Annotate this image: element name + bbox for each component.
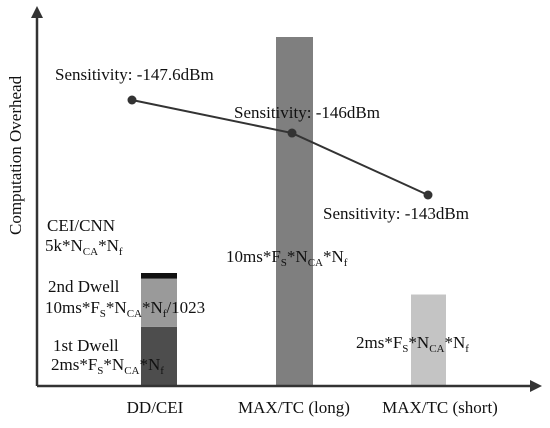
sensitivity-line-layer: [127, 95, 433, 200]
sensitivity-point-dd-cei: [127, 95, 137, 105]
sensitivity-point-max-tc-short: [423, 190, 433, 200]
bar-dd-cei-cei-cnn: [141, 273, 177, 279]
max-tc-short-formula: 2ms*FS*NCA*Nf: [356, 333, 469, 355]
bar-dd-cei-second-dwell: [141, 278, 177, 327]
x-tick-label-dd-cei: DD/CEI: [127, 398, 184, 417]
bar-max-tc-short: [411, 294, 446, 385]
cei-cnn-formula: 5k*NCA*Nf: [45, 236, 123, 258]
bars-layer: [141, 37, 446, 385]
axes: [31, 6, 542, 392]
sensitivity-point-max-tc-long: [287, 128, 297, 138]
second-dwell-title: 2nd Dwell: [48, 277, 120, 296]
x-tick-label-max-tc-long: MAX/TC (long): [238, 398, 350, 417]
sensitivity-label-max-tc-short: Sensitivity: -143dBm: [323, 204, 469, 223]
cei-cnn-title: CEI/CNN: [47, 216, 115, 235]
sensitivity-label-max-tc-long: Sensitivity: -146dBm: [234, 103, 380, 122]
first-dwell-formula: 2ms*FS*NCA*Nf: [51, 355, 164, 377]
first-dwell-title: 1st Dwell: [53, 336, 119, 355]
x-tick-label-max-tc-short: MAX/TC (short): [382, 398, 498, 417]
y-axis-label: Computation Overhead: [6, 75, 25, 235]
bar-dd-cei-first-dwell: [141, 326, 177, 385]
bar-max-tc-long: [276, 37, 313, 385]
sensitivity-label-dd-cei: Sensitivity: -147.6dBm: [55, 65, 214, 84]
second-dwell-formula: 10ms*FS*NCA*Nf/1023: [45, 298, 205, 320]
max-tc-long-formula: 10ms*FS*NCA*Nf: [226, 247, 348, 269]
